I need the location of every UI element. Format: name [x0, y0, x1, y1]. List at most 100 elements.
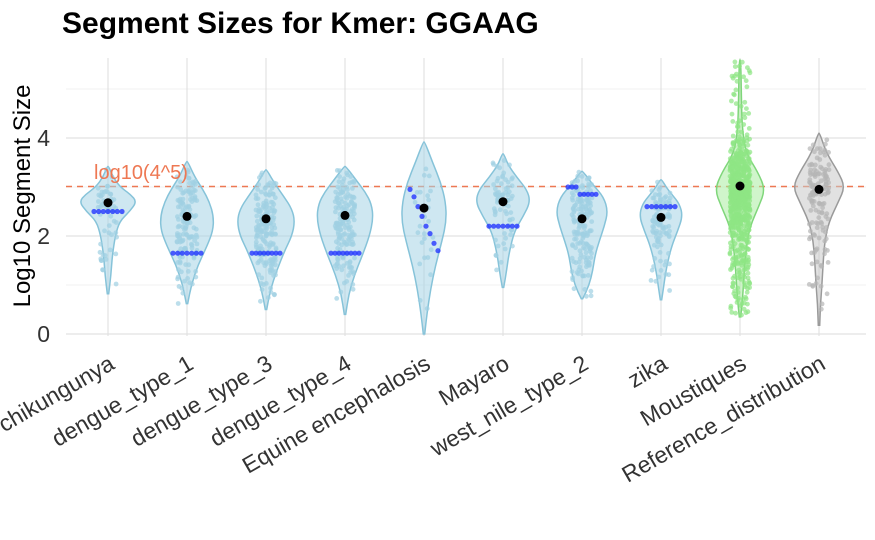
- data-point: [738, 192, 744, 198]
- data-point: [742, 274, 748, 280]
- data-point: [267, 180, 273, 186]
- data-point: [650, 228, 655, 234]
- data-point: [178, 179, 183, 185]
- data-point: [655, 237, 661, 243]
- highlight-point: [644, 204, 650, 210]
- data-point: [349, 229, 355, 235]
- data-point: [735, 129, 741, 135]
- data-point: [336, 179, 342, 185]
- data-point: [187, 207, 193, 213]
- data-point: [570, 242, 575, 248]
- data-point: [583, 241, 589, 247]
- data-point: [180, 290, 186, 296]
- data-point: [193, 232, 199, 238]
- mean-point: [814, 184, 824, 194]
- data-point: [739, 59, 745, 65]
- data-point: [179, 269, 184, 275]
- data-point: [417, 189, 423, 195]
- data-point: [658, 197, 663, 203]
- data-point: [183, 262, 189, 267]
- data-point: [338, 203, 343, 209]
- data-point: [667, 213, 672, 219]
- data-point: [743, 282, 748, 288]
- data-point: [745, 309, 751, 315]
- data-point: [271, 208, 277, 213]
- data-point: [742, 111, 747, 117]
- data-point: [508, 210, 514, 216]
- data-point: [740, 246, 746, 252]
- data-point: [807, 146, 813, 152]
- data-point: [261, 282, 266, 287]
- data-point: [177, 232, 183, 238]
- data-point: [746, 125, 752, 131]
- highlight-point: [431, 240, 437, 246]
- data-point: [180, 254, 185, 260]
- data-point: [175, 204, 181, 210]
- data-point: [813, 247, 819, 253]
- data-point: [808, 228, 813, 234]
- data-point: [258, 234, 264, 240]
- highlight-point: [569, 184, 575, 190]
- data-point: [501, 241, 507, 247]
- data-point: [351, 203, 357, 209]
- data-point: [823, 179, 829, 185]
- data-point: [736, 271, 742, 276]
- data-point: [256, 272, 262, 278]
- data-point: [735, 290, 741, 295]
- data-point: [739, 312, 744, 318]
- data-point: [729, 111, 735, 117]
- violin-dengue-type-3: [237, 169, 295, 311]
- data-point: [509, 176, 515, 182]
- data-point: [264, 241, 269, 247]
- highlight-point: [593, 191, 599, 197]
- data-point: [824, 187, 830, 193]
- data-point: [188, 197, 193, 202]
- data-point: [744, 106, 749, 111]
- data-point: [826, 150, 831, 155]
- data-point: [506, 189, 512, 195]
- data-point: [727, 250, 733, 256]
- highlight-point: [91, 208, 97, 215]
- data-point: [497, 207, 503, 213]
- data-point: [811, 199, 817, 204]
- highlight-point: [340, 250, 346, 256]
- data-point: [417, 223, 423, 229]
- data-point: [744, 148, 750, 154]
- data-point: [340, 220, 346, 226]
- data-point: [425, 193, 430, 199]
- data-point: [741, 74, 746, 80]
- data-point: [653, 278, 659, 284]
- highlight-point: [356, 250, 362, 256]
- data-point: [745, 270, 751, 276]
- data-point: [175, 184, 180, 190]
- data-point: [810, 283, 816, 289]
- data-point: [739, 166, 745, 172]
- data-point: [344, 195, 350, 201]
- data-point: [825, 248, 830, 253]
- data-point: [273, 231, 278, 237]
- data-point: [114, 234, 119, 240]
- data-point: [823, 141, 828, 147]
- data-point: [177, 239, 183, 245]
- highlight-point: [658, 204, 664, 210]
- data-point: [271, 180, 277, 186]
- data-point: [820, 201, 825, 207]
- data-point: [572, 203, 577, 209]
- data-point: [333, 225, 339, 231]
- data-point: [495, 195, 501, 200]
- highlight-point: [491, 223, 497, 229]
- data-point: [109, 174, 115, 180]
- data-point: [585, 273, 591, 278]
- data-point: [272, 195, 278, 201]
- data-point: [265, 295, 271, 300]
- data-point: [273, 245, 279, 251]
- data-point: [335, 260, 340, 266]
- data-point: [334, 296, 340, 301]
- data-point: [183, 224, 189, 229]
- data-point: [419, 240, 425, 246]
- data-point: [581, 223, 586, 229]
- data-point: [494, 178, 500, 184]
- mean-point: [419, 203, 429, 213]
- data-point: [818, 263, 824, 268]
- data-point: [743, 294, 748, 300]
